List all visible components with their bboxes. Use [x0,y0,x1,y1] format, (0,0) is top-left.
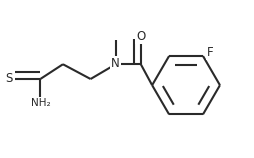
Text: F: F [207,46,214,59]
Text: S: S [6,73,13,85]
Text: N: N [111,57,120,70]
Text: NH₂: NH₂ [30,98,50,108]
Text: O: O [136,30,146,43]
